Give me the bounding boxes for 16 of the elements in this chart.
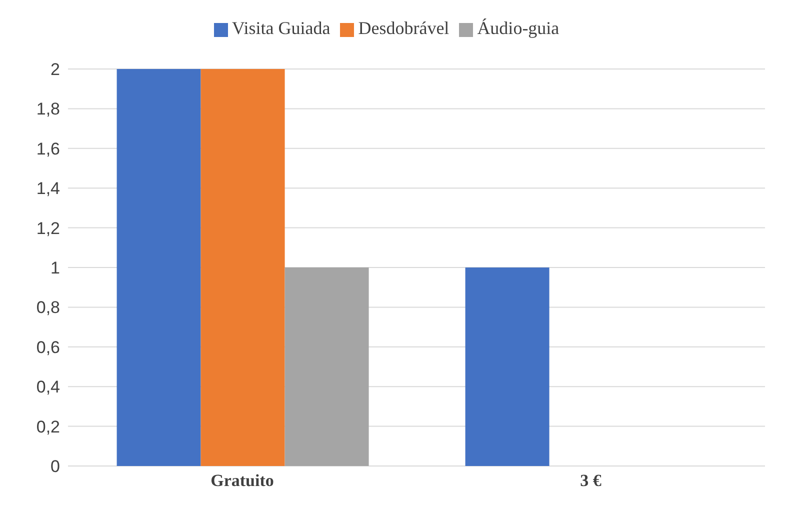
y-tick-label: 0,6 [36,338,60,357]
y-tick-label: 1,8 [36,100,60,119]
y-tick-label: 0 [50,457,60,476]
y-tick-label: 0,8 [36,298,60,318]
legend-label: Desdobrável [358,18,450,38]
legend-label: Áudio-guia [477,18,560,38]
y-tick-label: 1 [50,258,60,278]
y-tick-label: 0,2 [36,417,60,436]
x-tick-label: 3 € [580,471,602,490]
y-tick-label: 1,6 [36,139,60,158]
x-tick-label: Gratuito [210,471,274,490]
y-tick-label: 2 [50,60,60,80]
legend-label: Visita Guiada [232,18,330,38]
y-tick-label: 1,2 [36,218,60,238]
y-tick-label: 0,4 [36,378,60,397]
y-tick-label: 1,4 [36,179,60,198]
